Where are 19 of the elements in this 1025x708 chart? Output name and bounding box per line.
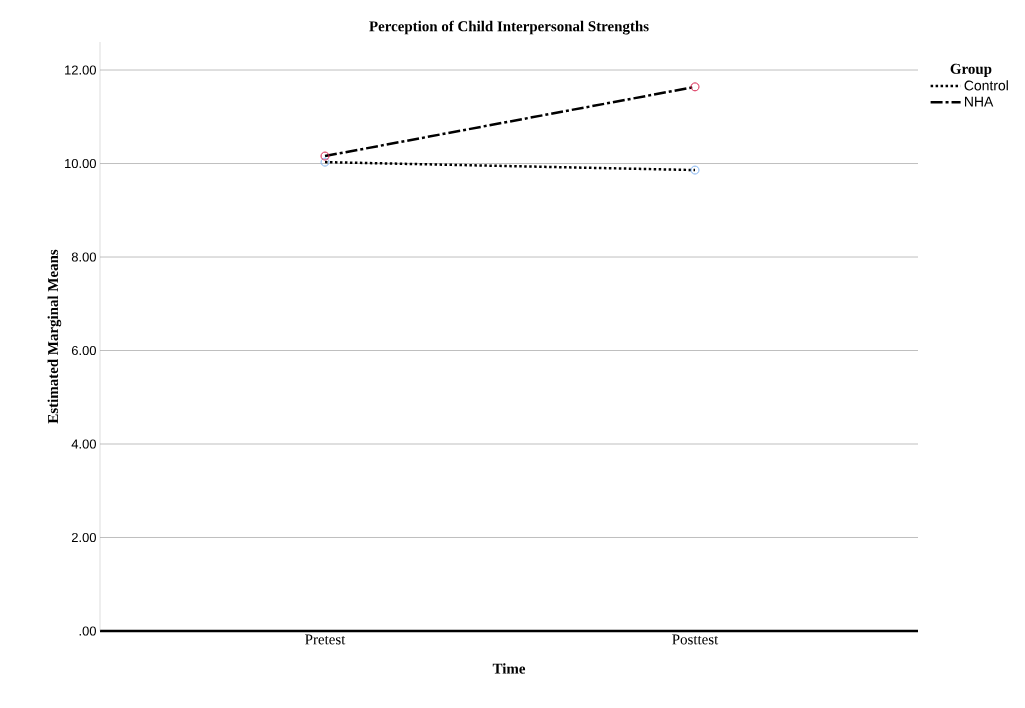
legend-label: Control [964, 80, 1008, 91]
y-axis-title: Estimated Marginal Means [47, 249, 62, 424]
point [690, 82, 700, 92]
point [690, 165, 700, 175]
y-tick-label: 6.00 [71, 345, 96, 356]
y-tick-label: 4.00 [71, 439, 96, 449]
point [320, 151, 330, 161]
y-tick-label: 10.00 [65, 158, 96, 169]
y-tick-label: .00 [79, 626, 96, 636]
x-axis-title: Time [492, 663, 526, 674]
legend-title: Group [950, 63, 992, 77]
y-tick-label: 2.00 [71, 532, 96, 543]
x-tick-label: Posttest [672, 634, 719, 645]
legend-label: NHA [965, 96, 994, 107]
x-tick-label: Pretest [305, 634, 346, 645]
y-tick-label: 8.00 [71, 252, 96, 262]
y-tick-label: 12.00 [65, 65, 96, 75]
chart-title: Perception of Child Interpersonal Strengths [369, 20, 649, 35]
point [320, 157, 330, 167]
